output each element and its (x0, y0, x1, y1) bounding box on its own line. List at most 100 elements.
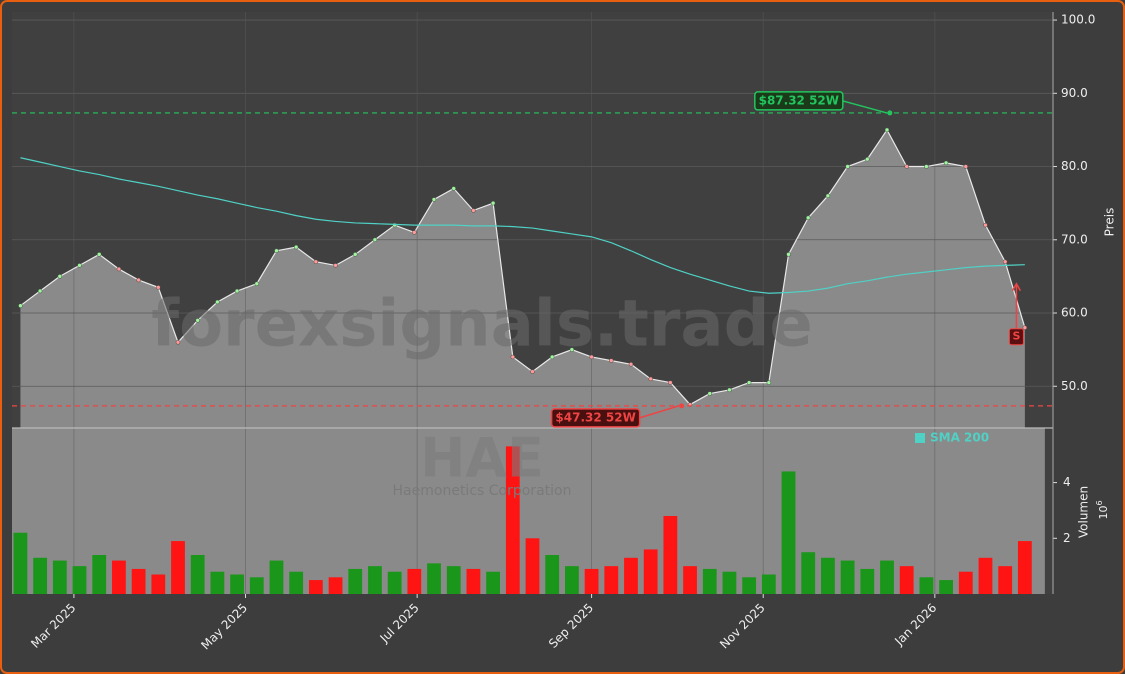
volume-bar (742, 577, 757, 594)
volume-bar (308, 580, 323, 594)
volume-bar (624, 557, 638, 594)
y-tick-label: 50.0 (1061, 379, 1088, 393)
volume-bar (52, 560, 67, 594)
volume-bar (407, 568, 422, 594)
watermark: forexsignals.trade (151, 288, 813, 362)
price-point (234, 288, 240, 294)
volume-bar (72, 566, 87, 594)
price-point (490, 200, 496, 206)
y-axis-label: Preis (1103, 208, 1117, 237)
annotation-point (679, 403, 685, 409)
y-tick-label: 80.0 (1061, 159, 1088, 173)
price-point (18, 303, 23, 308)
price-point (215, 299, 220, 305)
volume-bar (190, 555, 205, 594)
volume-bar (860, 568, 875, 594)
volume-bar (683, 566, 697, 594)
volume-bar (939, 580, 953, 594)
volume-bar (348, 568, 363, 594)
signal-label: S (1012, 330, 1020, 343)
annotation-box (550, 408, 641, 428)
annotation-label: $47.32 52W (555, 410, 635, 424)
price-point (175, 340, 181, 345)
y-tick-label: 70.0 (1061, 232, 1088, 246)
volume-bar (958, 571, 973, 594)
volume-bar (33, 557, 48, 594)
annotation-arrow (639, 405, 679, 419)
volume-bar (722, 571, 737, 594)
volume-bar (899, 566, 914, 594)
price-point (471, 208, 476, 213)
ticker-watermark: HAE (420, 427, 544, 490)
volume-bar (761, 574, 776, 594)
y-tick-label: 90.0 (1061, 86, 1088, 100)
price-point (116, 266, 122, 272)
volume-bar (919, 577, 934, 594)
volume-bar (781, 471, 796, 594)
price-line (20, 128, 1026, 406)
exponent: 6 (1095, 500, 1104, 505)
price-point (353, 252, 358, 257)
volume-bar (702, 568, 717, 594)
annotation-label: $87.32 52W (759, 93, 839, 107)
volume-bar (466, 568, 481, 594)
volume-exponent: 106 (1095, 500, 1111, 519)
price-point (392, 222, 397, 228)
volume-axis-label: Volumen (1077, 486, 1091, 538)
volume-bar (269, 560, 284, 594)
volume-bar (210, 571, 225, 594)
price-point (983, 222, 988, 228)
price-point (156, 285, 161, 290)
price-point (746, 380, 752, 385)
price-point (648, 376, 653, 382)
volume-bar (171, 541, 185, 594)
price-point (254, 281, 259, 286)
volume-bar (643, 549, 658, 594)
price-point (293, 244, 299, 250)
price-point (97, 252, 102, 257)
price-point (668, 380, 673, 385)
volume-bar (505, 446, 520, 594)
price-point (628, 362, 634, 367)
sma-line (20, 157, 1025, 294)
volume-bar (131, 568, 146, 594)
volume-bar (525, 538, 540, 594)
price-point (136, 277, 141, 283)
price-point (274, 248, 279, 253)
volume-bar (545, 555, 560, 594)
price-point (549, 354, 555, 360)
price-point (1022, 325, 1028, 330)
price-point (451, 186, 456, 191)
volume-bar (604, 566, 619, 594)
volume-bar (1017, 541, 1032, 594)
signal-arrowhead (1011, 282, 1022, 292)
volume-bar (821, 557, 835, 594)
volume-bar (564, 566, 579, 594)
volume-bar (978, 557, 993, 594)
volume-bar (998, 566, 1013, 594)
price-point (707, 391, 712, 396)
volume-bar (328, 577, 343, 594)
price-point (766, 380, 772, 385)
price-point (313, 259, 319, 264)
company-watermark: Haemonetics Corporation (393, 483, 572, 499)
annotation-arrow (842, 100, 888, 114)
price-point (943, 160, 949, 166)
volume-bar (230, 574, 244, 594)
price-point (825, 193, 831, 199)
volume-bar (840, 560, 855, 594)
price-point (77, 263, 82, 268)
volume-tick-label: 4 (1063, 475, 1071, 489)
legend-swatch (915, 433, 925, 443)
price-point (727, 387, 732, 393)
price-point (884, 127, 890, 133)
price-point (609, 358, 614, 363)
price-point (924, 164, 929, 169)
volume-tick-label: 2 (1063, 531, 1071, 545)
price-point (806, 215, 811, 221)
price-point (1002, 259, 1008, 264)
volume-bar (427, 563, 441, 594)
volume-bar (880, 560, 894, 594)
volume-bar (249, 577, 264, 594)
